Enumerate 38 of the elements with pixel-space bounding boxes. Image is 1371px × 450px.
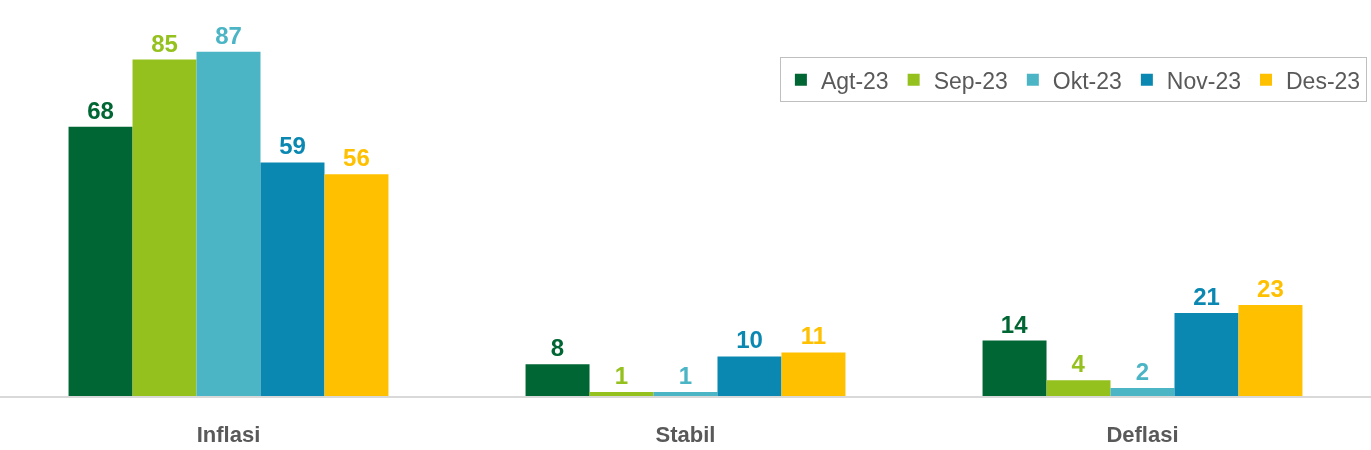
bar <box>132 59 197 396</box>
bar <box>196 51 261 396</box>
data-label: 21 <box>1193 282 1220 310</box>
data-label: 8 <box>550 334 565 362</box>
legend-label: Sep-23 <box>933 67 1008 94</box>
legend-label: Des-23 <box>1286 67 1361 94</box>
bar <box>589 392 654 396</box>
data-label: 87 <box>215 21 242 49</box>
bar <box>1046 380 1111 396</box>
data-label: 2 <box>1135 358 1150 386</box>
bar <box>1174 312 1239 396</box>
data-label: 68 <box>87 96 114 124</box>
bar <box>781 352 846 396</box>
data-label: 4 <box>1071 350 1086 378</box>
data-label: 59 <box>279 132 306 160</box>
bar <box>717 356 782 396</box>
x-tick-label: Deflasi <box>1106 422 1179 448</box>
legend-label: Okt-23 <box>1052 67 1122 94</box>
bar <box>1238 304 1303 396</box>
bar <box>1110 388 1175 396</box>
bar <box>260 162 325 396</box>
bar <box>653 392 718 396</box>
data-label: 23 <box>1257 274 1284 302</box>
x-tick-label: Stabil <box>655 422 716 448</box>
bar <box>324 174 389 396</box>
bar <box>982 340 1047 396</box>
data-label: 11 <box>800 322 827 350</box>
data-label: 1 <box>614 362 629 390</box>
legend-label: Nov-23 <box>1166 67 1242 94</box>
data-label: 56 <box>343 144 370 172</box>
bar <box>68 126 133 396</box>
data-label: 1 <box>678 362 693 390</box>
data-label: 14 <box>1000 310 1029 338</box>
x-tick-label: Inflasi <box>196 422 261 448</box>
data-label: 85 <box>151 29 178 57</box>
bar <box>525 364 590 396</box>
legend-label: Agt-23 <box>820 67 889 94</box>
data-label: 10 <box>736 326 763 354</box>
